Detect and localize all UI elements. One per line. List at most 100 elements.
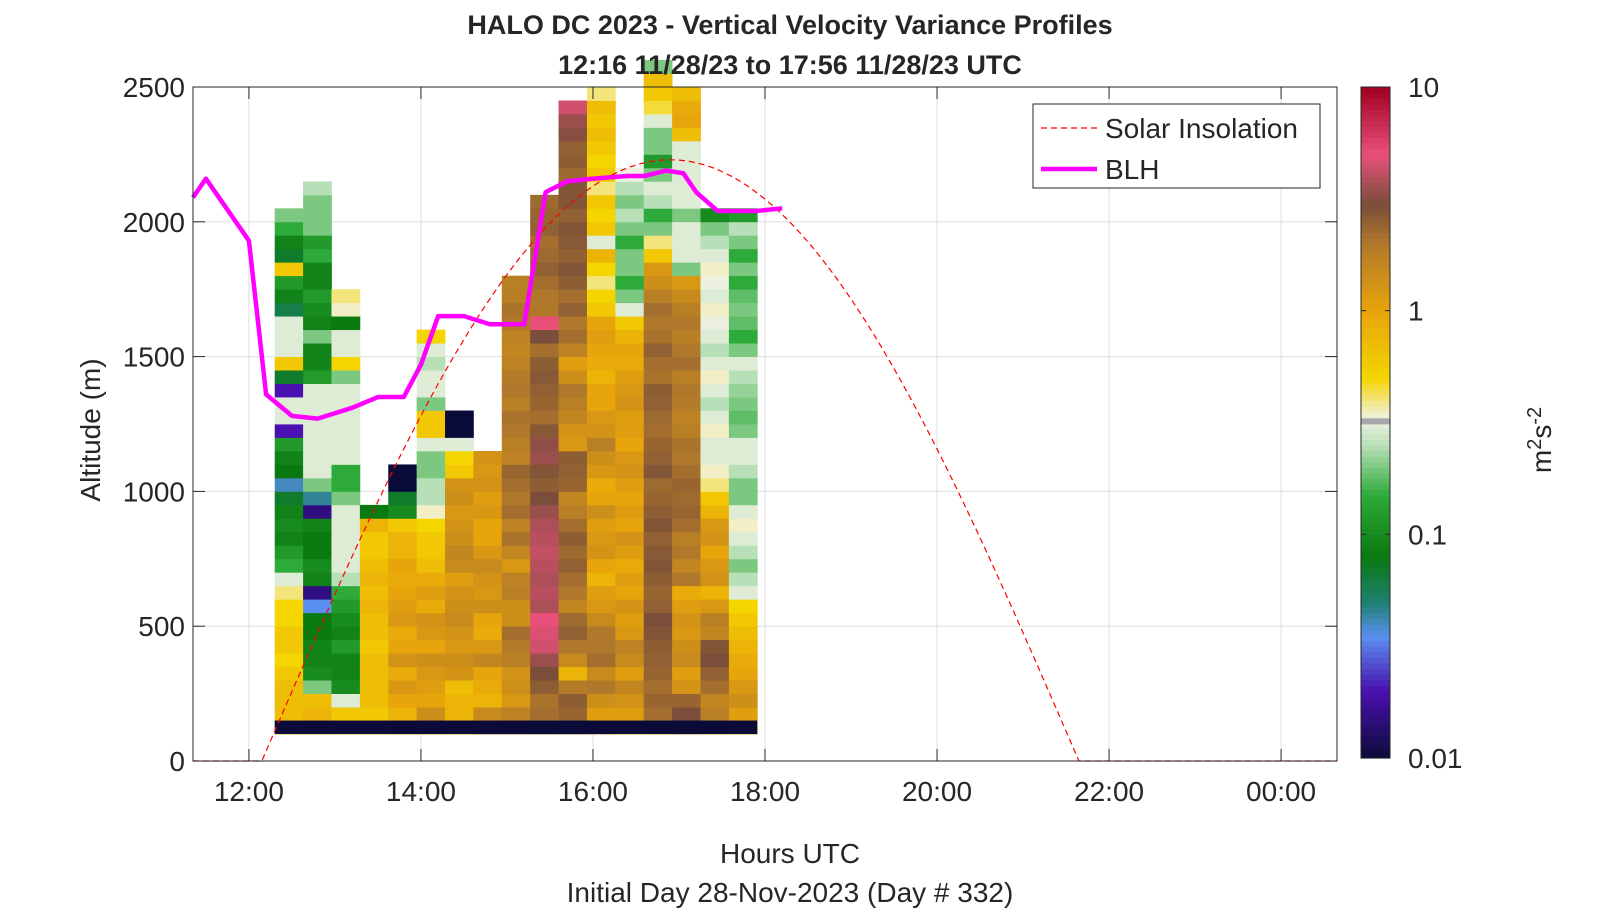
heatmap-cell [672, 612, 701, 627]
colorbar-slice [1361, 545, 1390, 552]
heatmap-cell [416, 504, 446, 519]
heatmap-cell [586, 653, 616, 668]
heatmap-cell [558, 693, 588, 708]
heatmap-cell [672, 504, 701, 519]
heatmap-cell [700, 424, 730, 438]
heatmap-cell [672, 221, 701, 236]
colorbar-slice [1361, 210, 1390, 217]
colorbar: 0.01 0.1 1 10 [1360, 72, 1463, 774]
heatmap-cell [586, 464, 616, 479]
heatmap-cell [643, 639, 673, 654]
colorbar-slice [1361, 450, 1390, 457]
colorbar-slice [1361, 288, 1390, 295]
x-tick-label: 16:00 [558, 776, 628, 807]
heatmap-cell [728, 262, 758, 277]
heatmap-cell [445, 626, 474, 641]
colorbar-slice [1361, 165, 1390, 172]
heatmap-cell [672, 397, 701, 411]
heatmap-cell [558, 599, 588, 614]
heatmap-cell [615, 518, 645, 533]
heatmap-cell [700, 235, 730, 250]
colorbar-slice [1361, 411, 1390, 418]
heatmap-cell [615, 275, 645, 290]
heatmap-cell [303, 194, 332, 209]
heatmap-cell [615, 464, 645, 479]
heatmap-cell [530, 316, 559, 331]
heatmap-cell [388, 666, 418, 681]
heatmap-cell [274, 599, 304, 614]
heatmap-cell [473, 558, 503, 573]
colorbar-slice [1361, 607, 1390, 614]
heatmap-cell [274, 221, 304, 236]
heatmap-cell [586, 289, 616, 304]
heatmap-cell [416, 666, 446, 681]
heatmap-cell [445, 450, 474, 465]
heatmap-cell [615, 693, 645, 708]
y-tick-label: 2500 [123, 72, 185, 103]
heatmap-cell [303, 464, 332, 479]
heatmap-cell [530, 289, 559, 304]
colorbar-slice [1361, 254, 1390, 261]
colorbar-slice [1361, 439, 1390, 446]
heatmap-cell [416, 585, 446, 600]
heatmap-cell [700, 383, 730, 398]
heatmap-cell [331, 491, 361, 506]
colorbar-slice [1361, 428, 1390, 435]
heatmap-cell [643, 181, 673, 196]
heatmap-cell [331, 302, 361, 317]
heatmap-cell [586, 127, 616, 142]
heatmap-cell [359, 585, 389, 600]
heatmap-cell [672, 450, 701, 465]
colorbar-slice [1361, 198, 1390, 206]
heatmap-cell [672, 531, 701, 546]
heatmap-cell [615, 531, 645, 546]
colorbar-slice [1361, 400, 1390, 407]
heatmap-cell [672, 585, 701, 600]
heatmap-cell [728, 666, 758, 681]
heatmap-cell [672, 424, 701, 438]
heatmap-cell [672, 302, 701, 317]
heatmap-cell [473, 626, 503, 641]
heatmap-cell [530, 653, 559, 668]
heatmap-cell [615, 626, 645, 641]
heatmap-cell [586, 599, 616, 614]
colorbar-slice [1361, 310, 1390, 317]
heatmap-cell [530, 208, 559, 223]
heatmap-cell [274, 316, 304, 331]
heatmap-cell [501, 477, 531, 492]
heatmap-cell [700, 585, 730, 600]
heatmap-cell [274, 585, 304, 600]
heatmap-cell [615, 208, 645, 223]
heatmap-cell [558, 100, 588, 115]
heatmap-cell [331, 383, 361, 398]
heatmap-cell [643, 208, 673, 223]
heatmap-cell [586, 343, 616, 357]
heatmap-cell [672, 248, 701, 263]
heatmap-cell [728, 504, 758, 519]
colorbar-label-sup2: -2 [1524, 407, 1546, 425]
colorbar-slice [1361, 584, 1390, 591]
heatmap-cell [303, 450, 332, 465]
colorbar-slice [1361, 746, 1390, 754]
heatmap-cell [643, 154, 673, 169]
colorbar-slice [1361, 182, 1390, 189]
heatmap-cell [728, 410, 758, 425]
colorbar-slice [1361, 668, 1390, 675]
heatmap-cell [359, 666, 389, 681]
colorbar-slice [1361, 595, 1390, 603]
heatmap-cell [672, 599, 701, 614]
heatmap-floor-band [274, 720, 758, 735]
heatmap-cell [473, 599, 503, 614]
heatmap-cell [416, 397, 446, 411]
colorbar-slice [1361, 707, 1390, 714]
heatmap-cell [501, 410, 531, 425]
heatmap-cell [416, 424, 446, 438]
heatmap-cell [558, 289, 588, 304]
heatmap-cell [728, 599, 758, 614]
heatmap-cell [728, 248, 758, 263]
heatmap-cell [501, 693, 531, 708]
colorbar-slice [1361, 562, 1390, 569]
heatmap-cell [558, 680, 588, 694]
heatmap-cell [445, 680, 474, 694]
heatmap-cell [700, 653, 730, 668]
